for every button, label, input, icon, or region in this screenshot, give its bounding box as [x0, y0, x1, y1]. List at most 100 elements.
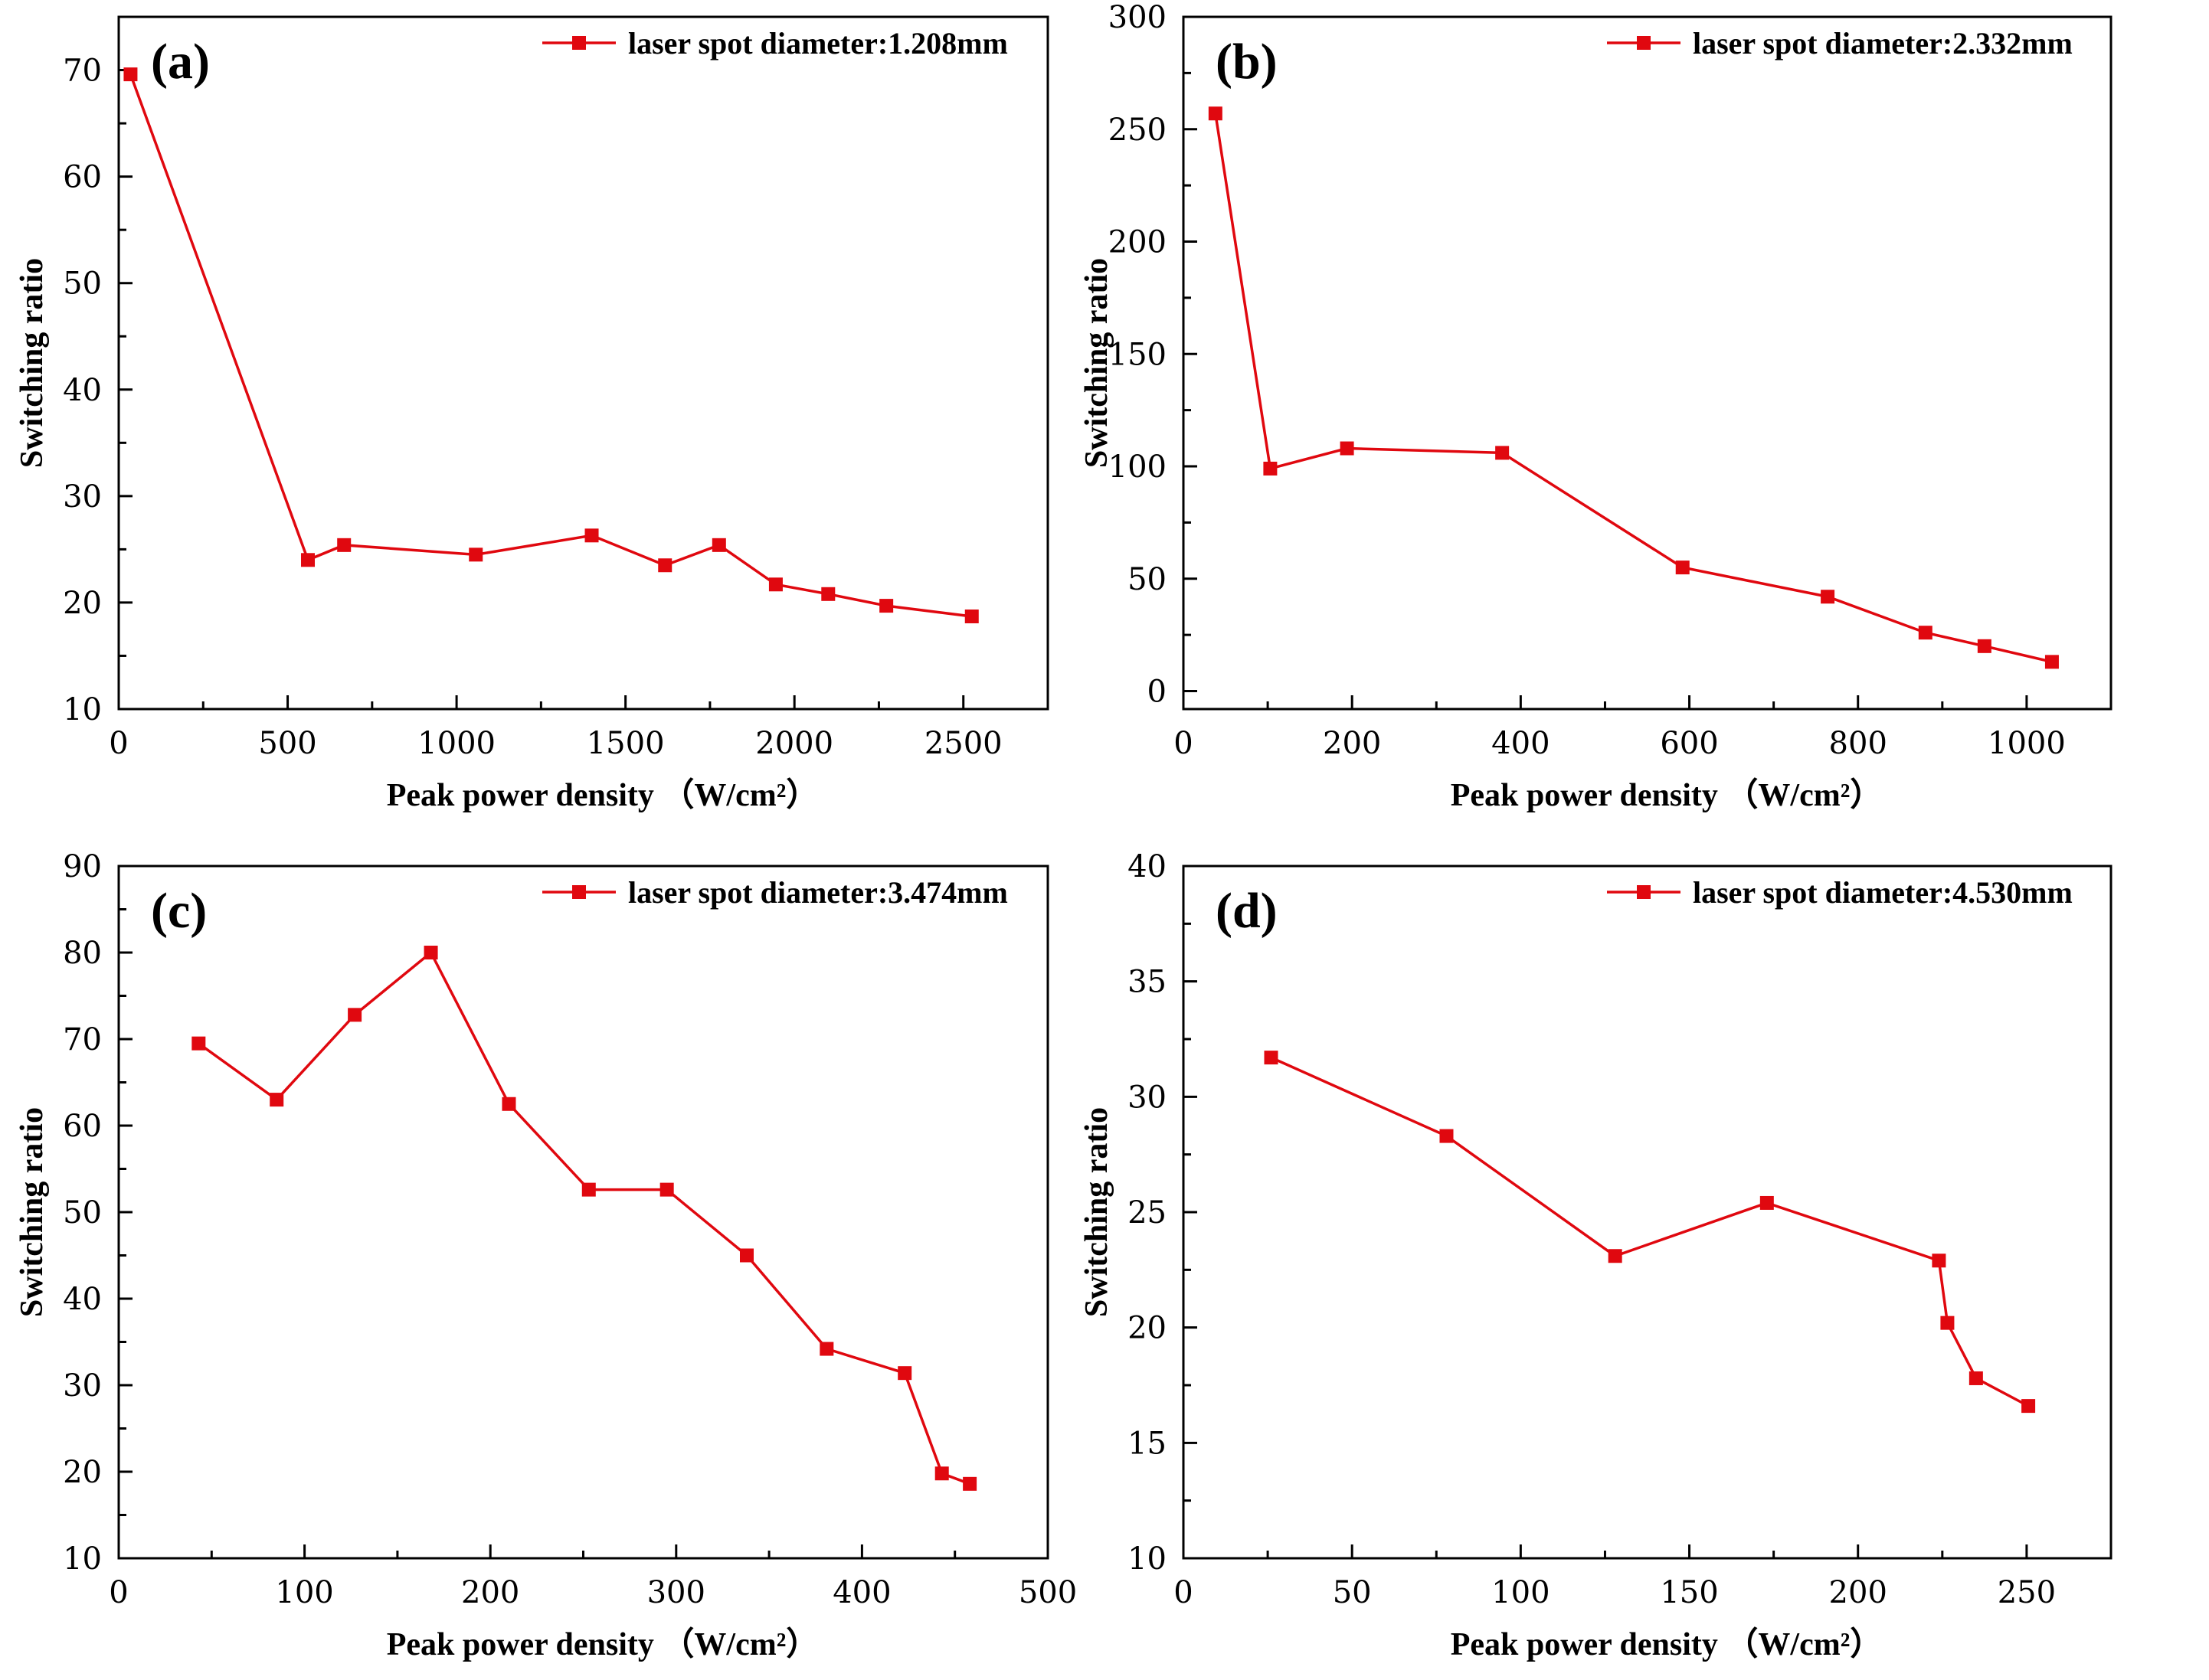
- chart-panel-b: 0 200 400 600 800 1000 0 50 100 150 200 250 300 Peak …: [1079, 0, 2112, 813]
- data-point: [301, 553, 316, 567]
- x-tick-label: 200: [461, 1575, 519, 1610]
- x-tick-label: 800: [1829, 726, 1887, 761]
- x-axis-title: Peak power density （W/cm²）: [1451, 777, 1883, 813]
- y-tick-label: 40: [63, 1282, 102, 1317]
- data-point: [337, 538, 352, 552]
- y-tick-label: 60: [63, 160, 102, 195]
- legend-label: laser spot diameter:3.474mm: [628, 875, 1008, 910]
- data-point: [469, 547, 483, 562]
- y-tick-label: 20: [63, 1455, 102, 1490]
- x-tick-label: 0: [109, 726, 128, 761]
- x-tick-label: 1000: [1988, 726, 2066, 761]
- x-tick-label: 500: [1019, 1575, 1077, 1610]
- data-point: [934, 1466, 949, 1481]
- data-point: [1208, 106, 1222, 121]
- data-point: [879, 599, 894, 613]
- panel-label: (b): [1216, 34, 1278, 90]
- y-axis-title: Switching ratio: [1079, 258, 1114, 468]
- legend-marker: [1637, 36, 1651, 50]
- series-line: [198, 950, 970, 1486]
- data-point: [1759, 1195, 1774, 1210]
- y-tick-label: 30: [1127, 1080, 1167, 1115]
- data-point: [1977, 639, 1991, 653]
- x-axis-title: Peak power density （W/cm²）: [387, 777, 819, 813]
- y-tick-label: 20: [1127, 1311, 1167, 1346]
- data-point: [348, 1008, 362, 1022]
- x-tick-label: 400: [1491, 726, 1550, 761]
- data-point: [821, 587, 836, 601]
- x-axis-title: Peak power density （W/cm²）: [1451, 1626, 1883, 1662]
- x-tick-label: 100: [1491, 1575, 1550, 1610]
- y-tick-label: 150: [1108, 337, 1167, 372]
- data-point: [820, 1342, 834, 1356]
- data-point: [1918, 626, 1932, 640]
- y-tick-label: 10: [63, 1541, 102, 1577]
- y-tick-label: 0: [1147, 675, 1167, 710]
- y-tick-label: 100: [1108, 449, 1167, 485]
- x-tick-label: 1000: [417, 726, 496, 761]
- y-tick-label: 25: [1127, 1195, 1167, 1231]
- data-point: [712, 538, 726, 552]
- data-point: [964, 610, 979, 624]
- data-point: [584, 528, 599, 543]
- series-line: [129, 74, 972, 618]
- legend-label: laser spot diameter:4.530mm: [1693, 875, 2073, 910]
- panel-label: (a): [151, 34, 210, 90]
- data-point: [898, 1366, 912, 1381]
- data-point: [2044, 655, 2059, 669]
- data-point: [2021, 1399, 2036, 1414]
- data-point: [1340, 441, 1354, 456]
- y-tick-label: 60: [63, 1109, 102, 1144]
- panel-label: (d): [1216, 883, 1278, 939]
- legend-marker: [572, 36, 586, 50]
- data-point: [1263, 461, 1278, 476]
- y-axis-title: Switching ratio: [15, 258, 50, 468]
- plot-frame: [1182, 15, 2112, 711]
- x-tick-label: 1500: [587, 726, 665, 761]
- plot-frame: [1182, 865, 2112, 1560]
- x-axis-title: Peak power density （W/cm²）: [387, 1626, 819, 1662]
- data-point: [191, 1036, 206, 1051]
- data-point: [1495, 446, 1510, 460]
- x-tick-label: 300: [647, 1575, 705, 1610]
- x-tick-label: 600: [1660, 726, 1718, 761]
- y-tick-label: 35: [1127, 965, 1167, 1000]
- y-tick-label: 10: [63, 692, 102, 727]
- data-point: [963, 1476, 977, 1491]
- chart-panel-a: 0 500 1000 1500 2000 2500 10 20 30 40 50 60 70 Peak p…: [15, 15, 1049, 813]
- series-line: [1270, 1056, 2029, 1407]
- data-point: [1940, 1316, 1955, 1330]
- data-point: [1264, 1051, 1278, 1065]
- legend-label: laser spot diameter:2.332mm: [1693, 26, 2073, 60]
- data-point: [424, 946, 438, 959]
- y-tick-label: 30: [63, 479, 102, 515]
- x-tick-label: 150: [1660, 1575, 1718, 1610]
- data-point: [1608, 1249, 1622, 1263]
- y-tick-label: 20: [63, 586, 102, 621]
- data-point: [1968, 1371, 1983, 1385]
- y-tick-label: 50: [63, 266, 102, 302]
- plot-frame: [117, 15, 1049, 711]
- chart-panel-c: 0 100 200 300 400 500 10 20 30 40 50 60 70 80 90 Peak p…: [15, 849, 1077, 1662]
- y-tick-label: 15: [1127, 1426, 1167, 1461]
- y-tick-label: 80: [63, 936, 102, 971]
- data-point: [581, 1182, 596, 1197]
- x-tick-label: 500: [258, 726, 316, 761]
- y-tick-label: 50: [1127, 562, 1167, 597]
- y-axis-title: Switching ratio: [15, 1107, 50, 1317]
- data-point: [659, 1182, 674, 1197]
- y-tick-label: 300: [1108, 0, 1167, 35]
- data-point: [658, 558, 673, 573]
- y-tick-label: 40: [1127, 849, 1167, 884]
- x-tick-label: 400: [833, 1575, 891, 1610]
- legend-label: laser spot diameter:1.208mm: [628, 26, 1008, 60]
- y-tick-label: 250: [1108, 113, 1167, 148]
- y-tick-label: 70: [63, 1022, 102, 1057]
- chart-panel-d: 0 50 100 150 200 250 10 15 20 25 30 35 40 Peak power …: [1079, 849, 2112, 1662]
- x-tick-label: 100: [275, 1575, 333, 1610]
- x-tick-label: 200: [1323, 726, 1381, 761]
- y-tick-label: 10: [1127, 1541, 1167, 1577]
- y-tick-label: 40: [63, 373, 102, 408]
- x-tick-label: 50: [1333, 1575, 1372, 1610]
